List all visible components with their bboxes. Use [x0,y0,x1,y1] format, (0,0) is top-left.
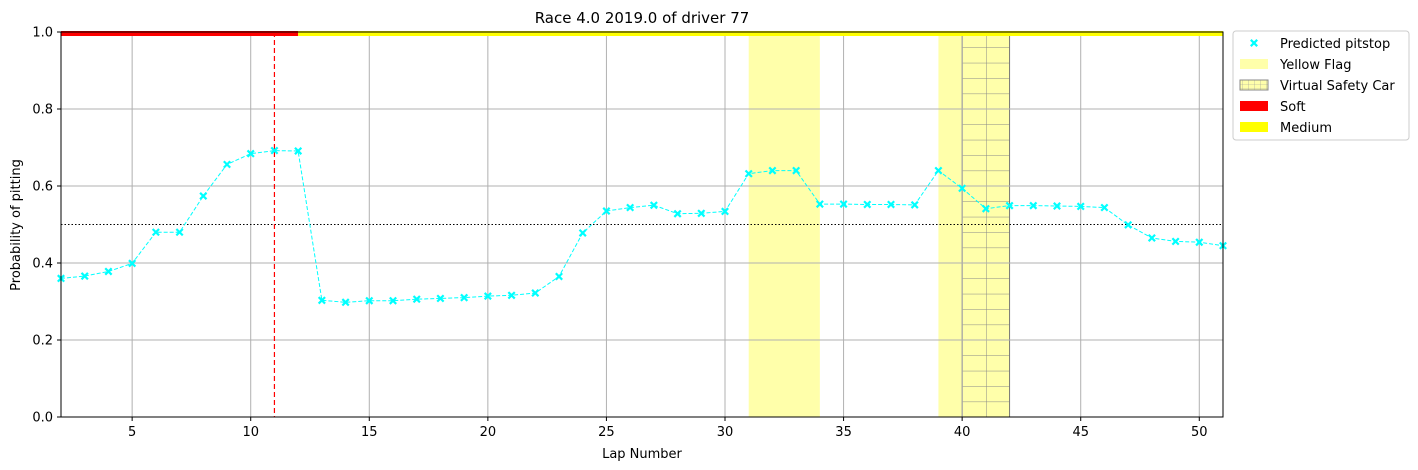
data-point-lap-32 [768,166,777,175]
data-point-lap-27 [649,201,658,210]
data-point-lap-6 [151,228,160,237]
y-axis-title: Probability of pitting [9,159,24,291]
data-point-lap-11 [270,146,279,155]
data-point-lap-3 [80,272,89,281]
legend-label-soft: Soft [1280,100,1306,115]
data-point-lap-43 [1029,201,1038,210]
legend-swatch-virtual-safety-car [1239,79,1269,91]
data-point-lap-8 [199,192,208,200]
data-point-lap-10 [246,149,255,158]
data-point-lap-17 [412,295,421,304]
chart-title: Race 4.0 2019.0 of driver 77 [535,9,750,27]
data-point-lap-5 [128,259,137,268]
x-tick-label-50: 50 [1191,425,1208,440]
y-tick-label-5: 1.0 [32,26,53,41]
series-line-predicted-pitstop [60,150,1224,303]
x-tick-label-30: 30 [717,425,734,440]
data-point-lap-36 [863,200,872,209]
data-point-lap-50 [1195,238,1204,247]
x-axis-title: Lap Number [602,447,682,462]
data-point-lap-20 [483,292,492,301]
data-point-lap-39 [934,166,943,175]
data-point-lap-12 [294,146,303,155]
tyre-stint-medium [298,31,1224,36]
x-tick-label-40: 40 [954,425,971,440]
data-point-lap-14 [341,298,350,307]
data-point-lap-9 [223,160,231,169]
data-point-lap-44 [1053,202,1061,210]
data-point-lap-15 [365,296,374,305]
data-point-lap-31 [744,169,753,178]
data-point-lap-29 [697,209,706,218]
data-point-lap-45 [1076,202,1085,211]
data-point-lap-30 [721,207,729,216]
axes-frame [60,31,1224,418]
data-point-lap-19 [460,293,469,302]
data-point-lap-16 [389,296,397,305]
data-point-lap-47 [1124,220,1133,229]
legend: Predicted pitstop Yellow Flag Virtual Safe… [1232,30,1410,141]
data-point-lap-24 [578,228,587,237]
x-tick-label-25: 25 [598,425,615,440]
data-point-lap-4 [104,267,113,276]
legend-swatch-predicted-pitstop [1250,39,1258,47]
data-point-lap-28 [673,209,682,218]
y-tick-label-3: 0.6 [32,180,53,195]
y-tick-label-1: 0.2 [32,334,53,349]
legend-label-virtual-safety-car: Virtual Safety Car [1280,79,1395,94]
data-point-lap-42 [1005,201,1014,210]
data-point-lap-35 [839,200,848,209]
data-point-lap-33 [792,166,801,175]
data-point-lap-41 [981,204,990,213]
data-point-lap-26 [626,203,635,212]
data-point-lap-22 [531,289,540,298]
x-tick-label-20: 20 [480,425,497,440]
data-point-lap-49 [1171,237,1180,246]
x-tick-label-35: 35 [835,425,852,440]
data-point-lap-25 [602,207,611,216]
data-point-lap-38 [910,200,919,209]
data-point-lap-48 [1147,233,1156,242]
yellow-flag-span-0 [748,32,820,417]
data-point-lap-21 [507,291,516,300]
legend-label-yellow-flag: Yellow Flag [1279,58,1351,73]
data-point-lap-18 [436,294,445,303]
x-tick-label-15: 15 [361,425,378,440]
x-tick-label-5: 5 [128,425,136,440]
y-tick-label-4: 0.8 [32,103,53,118]
legend-swatch-soft [1240,101,1268,111]
plot-area: 5 10 15 20 25 30 35 40 45 50 0.0 0.2 0.4 0.6 0.8 1.0 [32,26,1227,440]
x-tick-label-45: 45 [1072,425,1089,440]
tyre-stint-soft [61,31,299,36]
data-point-lap-7 [175,228,184,237]
data-point-lap-34 [815,200,824,209]
data-point-lap-23 [555,272,563,281]
data-point-lap-13 [317,296,326,305]
x-tick-label-10: 10 [242,425,259,440]
data-point-lap-46 [1100,203,1109,212]
data-point-lap-37 [887,200,895,209]
legend-box [1232,30,1410,141]
y-tick-label-2: 0.4 [32,257,53,272]
data-point-lap-40 [958,184,967,193]
legend-swatch-yellow-flag [1240,59,1268,69]
legend-label-medium: Medium [1280,121,1332,136]
legend-swatch-medium [1240,122,1268,132]
y-tick-label-0: 0.0 [32,411,53,426]
legend-label-predicted-pitstop: Predicted pitstop [1280,37,1390,52]
